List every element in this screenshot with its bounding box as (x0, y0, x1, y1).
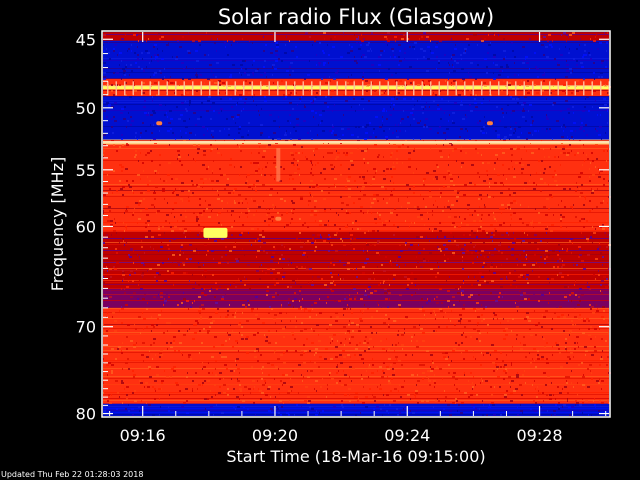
y-tick-label: 45 (76, 30, 96, 49)
x-axis-label: Start Time (18-Mar-16 09:15:00) (226, 447, 485, 466)
y-axis-label: Frequency [MHz] (48, 157, 67, 291)
burst-hotspot (203, 227, 228, 238)
x-tick-label: 09:20 (252, 426, 298, 445)
x-tick-label: 09:24 (384, 426, 430, 445)
burst-hotspot (486, 121, 493, 126)
update-timestamp: Updated Thu Feb 22 01:28:03 2018 (1, 470, 144, 479)
y-tick-label: 80 (76, 405, 96, 424)
y-tick-label: 70 (76, 318, 96, 337)
chart-title: Solar radio Flux (Glasgow) (218, 5, 494, 29)
y-tick-label: 55 (76, 161, 96, 180)
frequency-band (103, 78, 609, 86)
frequency-band (103, 89, 609, 96)
y-tick-label: 60 (76, 217, 96, 236)
burst-hotspot (156, 121, 163, 126)
spectrogram-texture (103, 32, 611, 416)
x-tick-label: 09:16 (120, 426, 166, 445)
burst-hotspot (275, 216, 282, 221)
x-tick-label: 09:28 (516, 426, 562, 445)
spectrogram-plot (103, 32, 611, 416)
plot-frame (101, 30, 611, 418)
y-tick-label: 50 (76, 99, 96, 118)
y-axis: 45 50 55 60 70 80 (76, 30, 609, 424)
frequency-band (103, 32, 609, 41)
x-axis: 09:16 09:20 09:24 09:28 (109, 32, 607, 445)
